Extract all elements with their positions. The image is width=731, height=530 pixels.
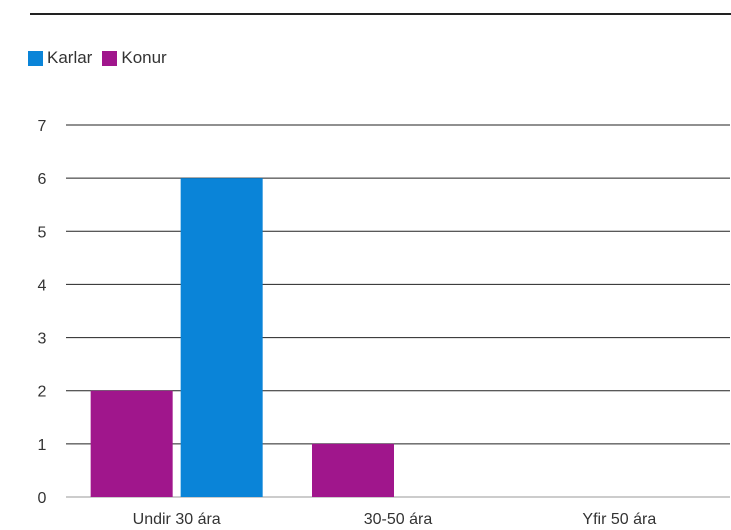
legend-item-karlar: Karlar <box>28 48 92 68</box>
x-tick-label: Undir 30 ára <box>133 511 221 528</box>
y-tick-label: 3 <box>38 331 47 348</box>
y-tick-label: 1 <box>38 437 47 454</box>
x-tick-label: Yfir 50 ára <box>582 511 656 528</box>
y-tick-label: 4 <box>38 277 47 294</box>
bar-karlar-0 <box>180 178 263 497</box>
y-tick-label: 5 <box>38 224 47 241</box>
bar-konur-1 <box>312 443 394 497</box>
legend-swatch-karlar <box>28 50 43 66</box>
x-axis-ticks: Undir 30 ára 30-50 ára Yfir 50 ára <box>133 511 657 528</box>
legend-label-konur: Konur <box>121 48 167 67</box>
top-rule <box>30 13 731 15</box>
y-tick-label: 0 <box>38 490 47 507</box>
legend-item-konur: Konur <box>102 48 167 68</box>
bars <box>90 178 394 497</box>
bar-konur-0 <box>90 390 173 497</box>
y-tick-label: 2 <box>38 384 47 401</box>
chart-legend: Karlar Konur <box>28 48 177 68</box>
legend-swatch-konur <box>102 50 118 66</box>
x-tick-label: 30-50 ára <box>364 511 433 528</box>
y-axis-ticks: 0 1 2 3 4 5 6 7 <box>38 118 47 507</box>
legend-label-karlar: Karlar <box>47 48 93 67</box>
y-tick-label: 7 <box>38 118 47 135</box>
y-tick-label: 6 <box>38 171 47 188</box>
gridlines <box>66 124 730 498</box>
